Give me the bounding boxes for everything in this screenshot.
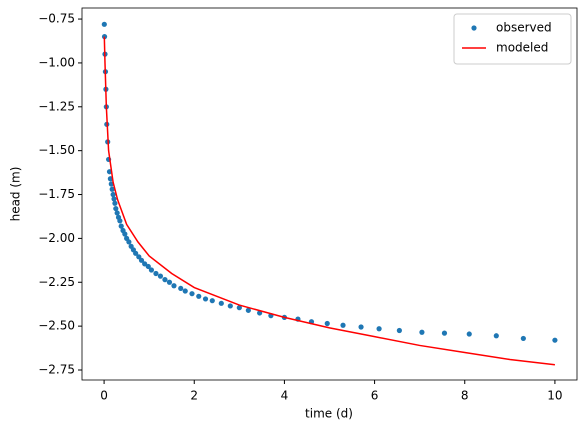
- x-tick-label: 4: [281, 389, 289, 403]
- data-point: [136, 254, 142, 260]
- y-tick-label: −1.25: [38, 99, 75, 113]
- data-point: [189, 291, 195, 297]
- data-point: [218, 300, 224, 306]
- data-point: [376, 326, 382, 332]
- y-tick-label: −2.75: [38, 362, 75, 376]
- data-point: [113, 205, 119, 212]
- data-point: [493, 333, 499, 339]
- data-line: [103, 36, 555, 366]
- data-point: [110, 191, 116, 198]
- y-tick-label: −2.00: [38, 231, 75, 245]
- data-point: [227, 303, 233, 309]
- y-tick-label: −1.50: [38, 143, 75, 157]
- x-axis-label: time (d): [305, 407, 353, 421]
- data-point: [148, 267, 155, 273]
- data-point: [340, 322, 346, 328]
- data-point: [419, 329, 425, 335]
- data-point: [358, 324, 364, 330]
- data-point: [122, 231, 128, 237]
- data-point: [209, 298, 215, 304]
- data-point: [396, 327, 402, 334]
- data-point: [126, 239, 132, 245]
- data-point: [466, 331, 472, 337]
- data-point: [245, 307, 251, 313]
- x-tick-label: 0: [100, 389, 108, 403]
- data-point: [171, 283, 177, 289]
- data-point: [118, 223, 124, 229]
- data-point: [153, 270, 159, 277]
- data-point: [162, 277, 168, 283]
- data-point: [202, 296, 209, 302]
- data-point: [109, 186, 115, 192]
- legend-marker: [471, 25, 477, 31]
- y-tick-label: −0.75: [38, 12, 75, 26]
- data-point: [157, 273, 164, 279]
- y-tick-label: −1.00: [38, 55, 75, 69]
- data-point: [101, 21, 107, 27]
- plot-frame: [81, 7, 578, 381]
- y-tick-label: −1.75: [38, 187, 75, 201]
- data-point: [552, 337, 558, 343]
- x-tick-label: 6: [371, 389, 379, 403]
- data-point: [196, 293, 202, 299]
- data-point: [138, 257, 145, 263]
- x-tick-label: 2: [190, 389, 198, 403]
- data-point: [166, 279, 173, 285]
- legend-box: [453, 13, 572, 65]
- x-tick-label: 10: [547, 389, 562, 403]
- y-tick-label: −2.50: [38, 319, 75, 333]
- y-axis-label: head (m): [9, 167, 23, 222]
- data-point: [112, 200, 118, 206]
- data-point: [145, 263, 151, 270]
- data-point: [324, 320, 330, 327]
- y-tick-label: −2.25: [38, 275, 75, 289]
- legend-label: modeled: [496, 41, 548, 55]
- data-point: [236, 305, 242, 311]
- data-point: [520, 335, 526, 342]
- x-tick-label: 8: [461, 389, 469, 403]
- legend-label: observed: [496, 21, 552, 35]
- data-point: [111, 196, 117, 202]
- data-point: [441, 330, 448, 336]
- data-point: [178, 285, 184, 292]
- data-point: [114, 210, 120, 216]
- data-point: [182, 288, 188, 294]
- data-point: [117, 218, 123, 224]
- data-point: [142, 261, 148, 267]
- data-point: [133, 250, 139, 256]
